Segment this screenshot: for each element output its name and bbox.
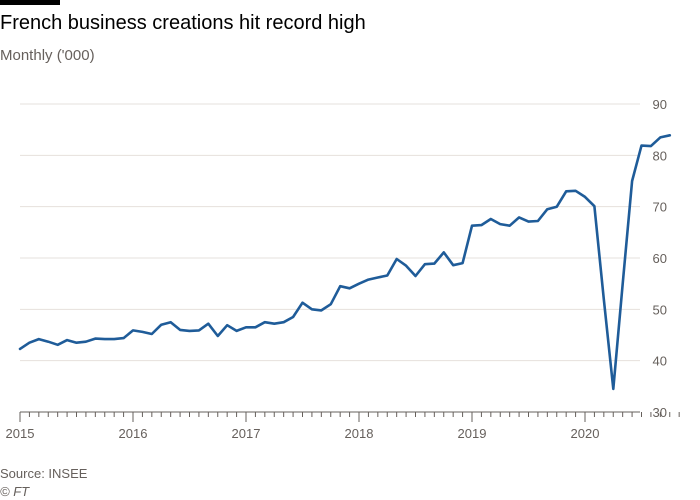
brand-accent-bar xyxy=(0,0,60,5)
x-tick-label-2017: 2017 xyxy=(232,426,261,441)
y-tick-label-40: 40 xyxy=(653,354,667,369)
line-chart: 30 40 50 60 70 80 90 2015 2016 2017 2018 2019 2020 xyxy=(6,97,680,441)
chart-subtitle: Monthly ('000) xyxy=(0,47,95,64)
y-tick-label-80: 80 xyxy=(653,148,667,163)
source-note: Source: INSEE xyxy=(0,466,88,481)
y-tick-label-70: 70 xyxy=(653,200,667,215)
x-tick-label-2016: 2016 xyxy=(119,426,148,441)
chart-title: French business creations hit record hig… xyxy=(0,12,366,34)
x-tick-label-2015: 2015 xyxy=(6,426,35,441)
y-tick-label-50: 50 xyxy=(653,302,667,317)
x-tick-label-2019: 2019 xyxy=(458,426,487,441)
x-tick-label-2018: 2018 xyxy=(345,426,374,441)
series-line-0 xyxy=(18,133,672,391)
x-tick-label-2020: 2020 xyxy=(571,426,600,441)
y-tick-label-90: 90 xyxy=(653,97,667,112)
y-tick-label-30: 30 xyxy=(653,405,667,420)
copyright-credit: © FT xyxy=(0,484,30,499)
y-tick-label-60: 60 xyxy=(653,251,667,266)
